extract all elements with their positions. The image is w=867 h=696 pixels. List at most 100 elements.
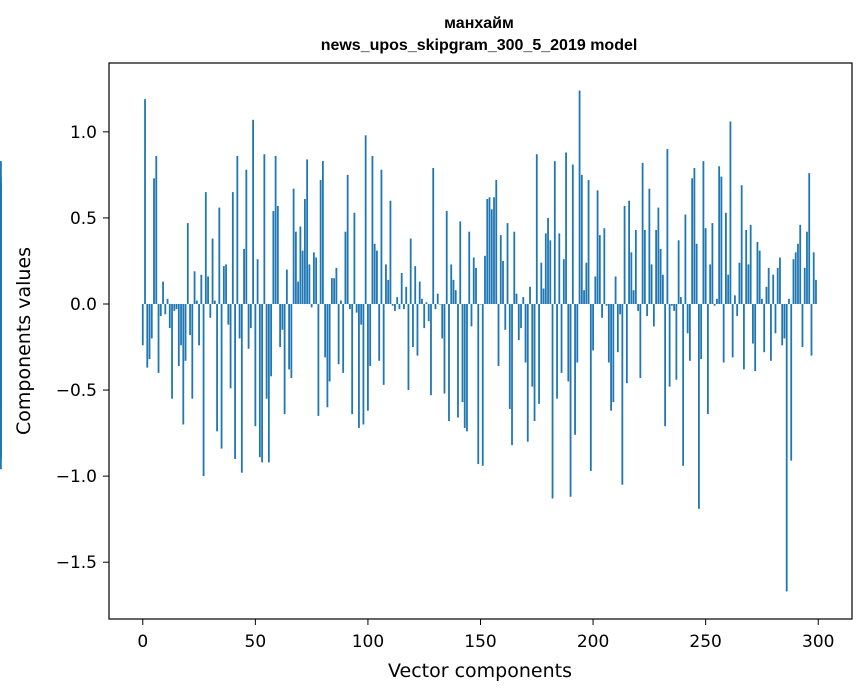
bars-group <box>0 90 817 592</box>
bar <box>360 303 363 325</box>
bar <box>252 119 254 304</box>
bar <box>457 303 459 418</box>
x-tick-label: 150 <box>464 632 496 652</box>
bar <box>389 200 392 304</box>
bar <box>799 224 802 304</box>
bar <box>704 228 707 304</box>
bar <box>752 303 754 344</box>
bar <box>157 303 160 373</box>
bar <box>806 231 808 304</box>
bar <box>245 169 248 304</box>
bar <box>279 303 282 348</box>
bar <box>711 223 714 304</box>
bar <box>321 161 324 304</box>
bar <box>427 303 430 322</box>
bar <box>738 262 741 304</box>
plot-frame <box>108 62 853 620</box>
bar <box>423 303 426 329</box>
bar <box>801 303 804 348</box>
bar <box>317 303 320 416</box>
bar <box>718 166 721 304</box>
bar <box>193 271 196 304</box>
bar <box>774 303 777 334</box>
bar <box>463 303 466 428</box>
y-tick-label: 1.0 <box>70 123 97 143</box>
bar <box>810 303 813 356</box>
bar <box>725 212 727 304</box>
bar <box>144 99 146 304</box>
bar <box>607 303 610 363</box>
bar <box>484 255 486 304</box>
bar <box>772 274 775 304</box>
bar <box>439 303 441 305</box>
y-tick-label: −1.5 <box>56 553 97 573</box>
bar <box>421 298 423 304</box>
bar <box>650 264 653 304</box>
bar <box>686 303 689 334</box>
bar <box>529 286 531 304</box>
bar <box>524 303 527 363</box>
bar <box>396 297 399 304</box>
bar <box>369 303 372 366</box>
bar <box>376 250 378 304</box>
bar <box>195 300 198 304</box>
bar <box>184 303 187 361</box>
bar <box>319 180 322 304</box>
bar <box>659 248 662 304</box>
bar <box>605 303 608 306</box>
bar <box>425 302 428 304</box>
bar <box>504 303 507 330</box>
bar <box>603 228 606 304</box>
bar <box>776 267 779 304</box>
bar <box>177 303 180 366</box>
bar <box>679 297 682 304</box>
bar <box>506 223 509 304</box>
bar <box>583 290 585 304</box>
bar <box>763 303 766 353</box>
bar <box>274 155 277 304</box>
bar <box>533 303 536 422</box>
bar <box>625 303 628 384</box>
bar <box>797 243 799 304</box>
bar <box>283 303 286 415</box>
bar <box>574 303 576 435</box>
bar <box>623 205 626 304</box>
bar <box>281 303 284 330</box>
bar <box>747 264 750 304</box>
bar <box>720 176 723 304</box>
bar <box>0 288 2 304</box>
bar <box>326 303 329 408</box>
bar <box>380 169 383 304</box>
bar <box>612 303 615 403</box>
bar <box>164 303 167 315</box>
bar <box>646 303 649 317</box>
bar <box>475 267 477 304</box>
x-tick-label: 0 <box>137 632 148 652</box>
bar <box>312 252 315 304</box>
bar <box>358 303 360 428</box>
bar <box>815 279 817 304</box>
bar <box>153 178 155 304</box>
bar <box>698 303 700 509</box>
bar <box>234 303 236 459</box>
bar <box>405 286 408 304</box>
bar <box>743 303 745 370</box>
bar <box>490 209 493 304</box>
bar <box>238 303 241 339</box>
bar <box>756 242 759 304</box>
bar <box>378 303 381 361</box>
bar <box>468 231 471 304</box>
bar <box>567 303 570 382</box>
bar <box>324 303 327 358</box>
bar <box>767 267 770 304</box>
bar <box>346 174 349 304</box>
bar <box>585 262 588 304</box>
bar <box>592 303 594 351</box>
bar <box>556 303 558 399</box>
bar <box>652 303 655 327</box>
bar <box>398 303 401 310</box>
bar <box>202 303 205 477</box>
bar <box>267 303 270 463</box>
bar <box>630 252 633 304</box>
bar <box>459 221 462 304</box>
